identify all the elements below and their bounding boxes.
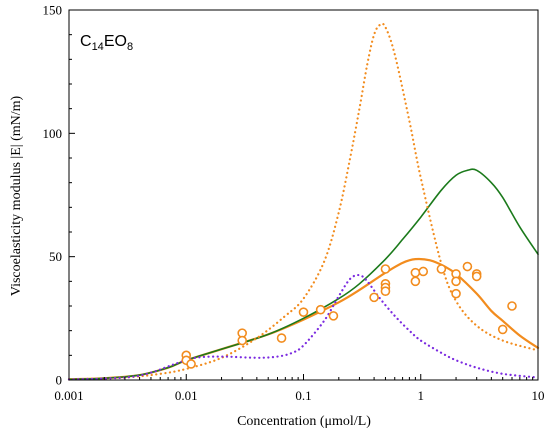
y-axis-label: Viscoelasticity modulus |E| (mN/m) (9, 95, 24, 296)
data-point (380, 264, 391, 274)
data-point (298, 307, 309, 317)
scatter-points (181, 261, 517, 369)
series-line-3 (67, 273, 540, 381)
y-tick-label: 150 (43, 3, 63, 18)
plot-frame (68, 9, 539, 381)
data-point (462, 261, 473, 272)
data-point (410, 267, 421, 278)
data-point (315, 304, 326, 315)
x-tick-label: 0.01 (175, 388, 198, 403)
title-part: EO (104, 33, 127, 50)
x-tick-label: 0.001 (54, 388, 83, 403)
data-point (497, 324, 508, 335)
y-tick-label: 100 (43, 126, 63, 141)
data-point (410, 276, 421, 287)
data-point (418, 266, 429, 277)
data-point (471, 271, 482, 282)
series-line-2 (67, 22, 540, 381)
x-tick-label: 1 (418, 388, 425, 403)
y-tick-label: 0 (56, 373, 63, 388)
series-curves (67, 22, 540, 381)
x-tick-label: 10 (532, 388, 545, 403)
data-point (186, 359, 196, 369)
data-point (451, 276, 461, 287)
chart-title: C14EO8 (80, 33, 133, 53)
data-point (507, 301, 517, 311)
data-point (328, 311, 339, 321)
series-line-1 (68, 168, 539, 381)
x-tick-label: 0.1 (295, 388, 311, 403)
title-subscript: 8 (127, 41, 133, 53)
data-point (436, 264, 447, 274)
data-point (237, 335, 247, 346)
title-subscript: 14 (92, 41, 104, 53)
data-point (369, 292, 379, 303)
data-point (276, 333, 287, 343)
x-axis-label: Concentration (μmol/L) (237, 414, 371, 429)
data-point (451, 288, 461, 299)
data-point (380, 286, 391, 297)
title-part: C (80, 33, 92, 50)
y-tick-label: 50 (49, 249, 62, 264)
